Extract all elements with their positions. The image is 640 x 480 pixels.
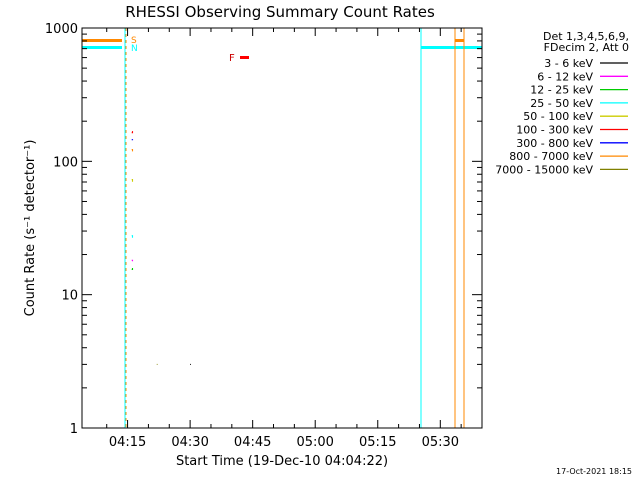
series-line-4	[131, 235, 134, 238]
legend-label: 25 - 50 keV	[530, 97, 593, 110]
series-line-6	[131, 131, 134, 134]
x-axis-label: Start Time (19-Dec-10 04:04:22)	[176, 454, 388, 469]
axes-frame	[81, 27, 483, 429]
night-flag-bar-left	[82, 46, 122, 49]
legend-header-line-1: Det 1,3,4,5,6,9,	[543, 30, 629, 43]
legend-label: 7000 - 15000 keV	[495, 163, 593, 176]
date-stamp: 17-Oct-2021 18:15	[556, 467, 632, 476]
saa-flag-bar-right	[455, 39, 464, 42]
series-line-8	[131, 148, 134, 152]
flare-flag-bar	[240, 56, 249, 59]
night-flag-label: N	[131, 44, 138, 54]
series-line-2	[131, 259, 134, 262]
x-tick-label: 05:30	[422, 435, 459, 450]
saa-flag-bar-left	[82, 39, 122, 42]
night-flag-bar-right	[421, 46, 482, 49]
legend-label: 300 - 800 keV	[516, 137, 593, 150]
chart-title: RHESSI Observing Summary Count Rates	[125, 3, 435, 21]
series-line-7	[131, 139, 134, 141]
x-tick-label: 05:00	[296, 435, 333, 450]
legend-label: 3 - 6 keV	[544, 57, 593, 70]
y-axis: 1 10 100 1000	[45, 22, 482, 437]
x-tick-label: 04:15	[109, 435, 146, 450]
legend-header-line-2: FDecim 2, Att 0	[544, 41, 629, 54]
series-line-3	[131, 268, 134, 270]
legend-label: 50 - 100 keV	[523, 110, 593, 123]
x-tick-label: 05:15	[359, 435, 396, 450]
plot-area: SN F	[82, 28, 482, 428]
y-tick-label: 10	[61, 289, 78, 304]
y-tick-label: 100	[53, 155, 78, 170]
legend-label: 12 - 25 keV	[530, 84, 593, 97]
legend-label: 800 - 7000 keV	[509, 150, 593, 163]
saa-flag-label: S	[131, 36, 137, 46]
legend-label: 6 - 12 keV	[537, 70, 593, 83]
legend-label: 100 - 300 keV	[516, 124, 593, 137]
x-axis: 04:15 04:30 04:45 05:00 05:15 05:30	[106, 28, 462, 450]
y-tick-label: 1000	[45, 22, 78, 37]
y-axis-label: Count Rate (s⁻¹ detector⁻¹)	[23, 140, 38, 317]
legend: Det 1,3,4,5,6,9,FDecim 2, Att 0 3 - 6 keV…	[495, 30, 629, 176]
series-line-5	[131, 179, 134, 182]
y-tick-label: 1	[70, 422, 78, 437]
x-tick-label: 04:30	[171, 435, 208, 450]
x-tick-label: 04:45	[234, 435, 271, 450]
flare-flag-label: F	[229, 53, 235, 64]
